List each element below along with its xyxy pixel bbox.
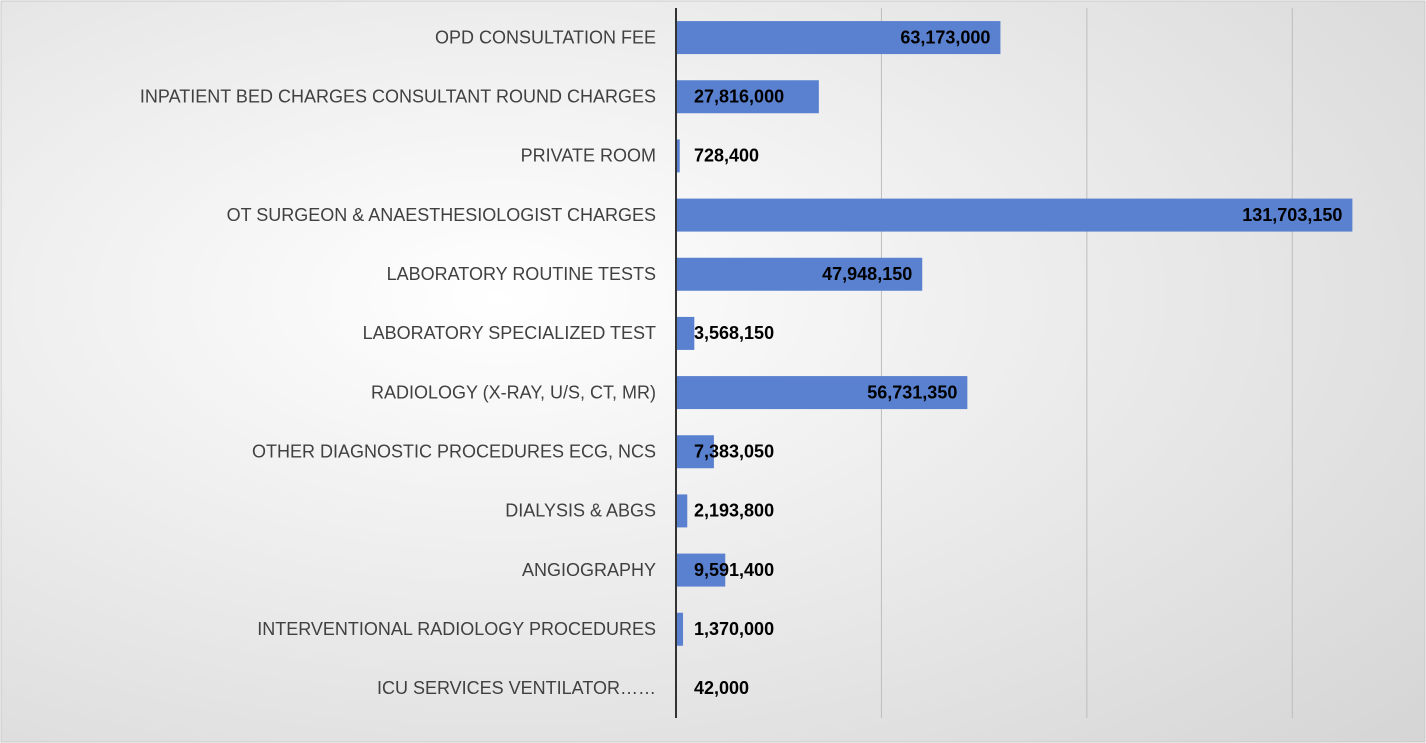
data-label: 63,173,000	[900, 27, 990, 47]
data-label: 1,370,000	[694, 619, 774, 639]
bar	[676, 553, 726, 587]
bar	[676, 494, 688, 528]
data-label: 27,816,000	[694, 87, 784, 107]
data-label: 9,591,400	[694, 560, 774, 580]
data-label: 3,568,150	[694, 323, 774, 343]
bar	[676, 21, 1001, 55]
bar	[676, 139, 680, 173]
data-label: 2,193,800	[694, 501, 774, 521]
data-label: 56,731,350	[867, 382, 957, 402]
data-label: 7,383,050	[694, 442, 774, 462]
category-label: OTHER DIAGNOSTIC PROCEDURES ECG, NCS	[252, 442, 656, 462]
category-label: INTERVENTIONAL RADIOLOGY PROCEDURES	[257, 619, 656, 639]
category-label: DIALYSIS & ABGS	[505, 501, 656, 521]
bar	[676, 376, 968, 410]
category-label: OT SURGEON & ANAESTHESIOLOGIST CHARGES	[227, 205, 656, 225]
data-label: 131,703,150	[1242, 205, 1342, 225]
category-label: OPD CONSULTATION FEE	[435, 27, 656, 47]
category-label: RADIOLOGY (X-RAY, U/S, CT, MR)	[371, 382, 656, 402]
data-label: 728,400	[694, 146, 759, 166]
bar	[676, 80, 819, 114]
data-label: 42,000	[694, 678, 749, 698]
category-label: ICU SERVICES VENTILATOR……	[377, 678, 656, 698]
bar	[676, 257, 923, 291]
data-label: 47,948,150	[822, 264, 912, 284]
category-label: PRIVATE ROOM	[521, 146, 656, 166]
category-label: LABORATORY SPECIALIZED TEST	[363, 323, 656, 343]
bar	[676, 435, 714, 469]
bar	[676, 612, 684, 646]
category-label: ANGIOGRAPHY	[522, 560, 656, 580]
bar	[676, 198, 1353, 232]
category-label: INPATIENT BED CHARGES CONSULTANT ROUND C…	[140, 87, 656, 107]
bar	[676, 316, 695, 350]
category-label: LABORATORY ROUTINE TESTS	[387, 264, 656, 284]
